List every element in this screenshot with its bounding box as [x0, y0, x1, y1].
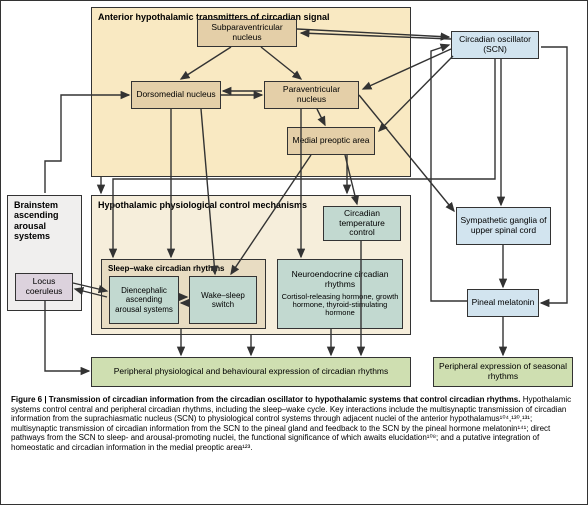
node-dorsomedial: Dorsomedial nucleus — [131, 81, 221, 109]
node-wake-sleep: Wake–sleep switch — [189, 276, 257, 324]
node-subparaventricular: Subparaventricular nucleus — [197, 19, 297, 47]
node-peripheral-seasonal: Peripheral expression of seasonal rhythm… — [433, 357, 573, 387]
node-paraventricular: Paraventricular nucleus — [264, 81, 359, 109]
caption-lead: Figure 6 | Transmission of circadian inf… — [11, 395, 520, 404]
node-sympathetic: Sympathetic ganglia of upper spinal cord — [456, 207, 551, 245]
neuroendocrine-title: Neuroendocrine circadian rhythms — [281, 270, 399, 290]
diagram-stage: Anterior hypothalamic transmitters of ci… — [0, 0, 588, 505]
node-scn: Circadian oscillator (SCN) — [451, 31, 539, 59]
node-temp-control: Circadian temperature control — [323, 206, 401, 241]
figure-caption: Figure 6 | Transmission of circadian inf… — [5, 395, 581, 453]
neuroendocrine-sub: Cortisol-releasing hormone, growth hormo… — [281, 293, 399, 318]
node-locus: Locus coeruleus — [15, 273, 73, 301]
node-medial-preoptic: Medial preoptic area — [287, 127, 375, 155]
brainstem-title: Brainstem ascending arousal systems — [8, 196, 81, 241]
node-peripheral-both: Peripheral physiological and behavioural… — [91, 357, 411, 387]
node-neuroendocrine: Neuroendocrine circadian rhythms Cortiso… — [277, 259, 403, 329]
node-pineal: Pineal melatonin — [467, 289, 539, 317]
node-diencephalic: Diencephalic ascending arousal systems — [109, 276, 179, 324]
sleep-group-title: Sleep–wake circadian rhythms — [102, 260, 265, 273]
